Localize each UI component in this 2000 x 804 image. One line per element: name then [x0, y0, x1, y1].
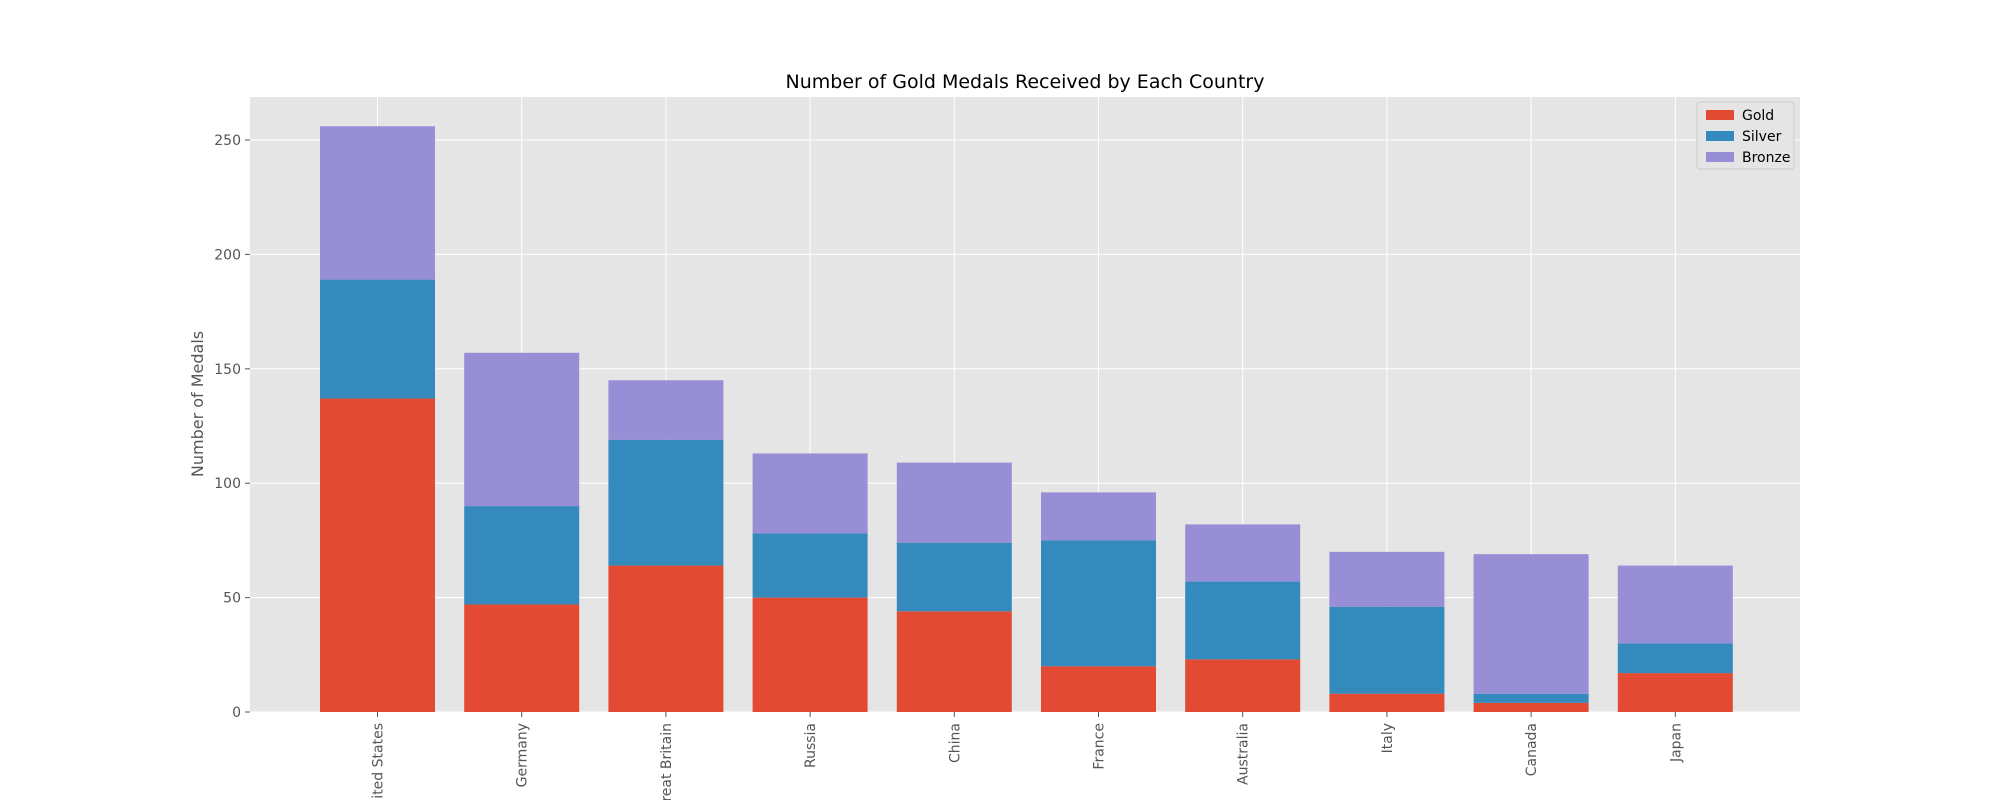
bar-gold: [1473, 702, 1589, 712]
bar-silver: [320, 279, 435, 399]
bar-bronze: [320, 126, 435, 280]
legend-label: Gold: [1742, 108, 1774, 124]
bar-silver: [1329, 606, 1445, 694]
x-tick-label: China: [947, 723, 963, 763]
bars: [320, 126, 1733, 712]
bar-gold: [1617, 673, 1733, 712]
bar-bronze: [1329, 551, 1445, 607]
y-axis-ticks: 0 50 100 150 200 250: [214, 133, 250, 721]
x-tick-label: Canada: [1524, 723, 1540, 776]
bar-bronze: [752, 453, 868, 534]
legend-swatch-gold: [1706, 110, 1734, 120]
bar-bronze: [1473, 554, 1589, 694]
bar-bronze: [464, 352, 580, 507]
y-tick-label: 200: [214, 247, 241, 263]
legend-label: Silver: [1742, 129, 1782, 145]
x-tick-label: France: [1092, 723, 1108, 770]
y-axis-label: Number of Medals: [188, 331, 207, 477]
x-tick-label: Russia: [803, 723, 819, 768]
bar-gold: [1185, 659, 1301, 712]
bar-gold: [1329, 693, 1445, 712]
x-tick-label: Japan: [1668, 723, 1684, 763]
bar-gold: [320, 398, 435, 712]
legend: Gold Silver Bronze: [1696, 101, 1795, 170]
bar-silver: [1473, 693, 1589, 703]
bar-gold: [896, 611, 1012, 712]
x-tick-label: Germany: [515, 723, 531, 787]
bar-silver: [752, 533, 868, 598]
bar-bronze: [1041, 492, 1156, 541]
y-tick-label: 250: [214, 133, 241, 149]
x-tick-label: Great Britain: [659, 723, 675, 800]
bar-gold: [464, 604, 580, 712]
legend-label: Bronze: [1742, 150, 1790, 166]
y-tick-label: 0: [232, 705, 241, 721]
x-tick-label: United States: [371, 723, 387, 800]
legend-swatch-bronze: [1706, 152, 1734, 162]
bar-silver: [896, 542, 1012, 612]
bar-bronze: [1185, 524, 1301, 582]
bar-bronze: [896, 462, 1012, 543]
bar-silver: [608, 439, 724, 566]
bar-gold: [1041, 666, 1156, 712]
bar-silver: [1185, 581, 1301, 660]
bar-bronze: [608, 380, 724, 440]
bar-silver: [1617, 643, 1733, 674]
y-tick-label: 150: [214, 362, 241, 378]
bar-gold: [752, 597, 868, 712]
bar-bronze: [1617, 565, 1733, 644]
y-tick-label: 50: [223, 591, 241, 607]
x-axis-ticks: United States Germany Great Britain Russia C…: [371, 712, 1684, 804]
x-tick-label: Australia: [1236, 723, 1252, 785]
legend-swatch-silver: [1706, 131, 1734, 141]
y-tick-label: 100: [214, 476, 241, 492]
bar-gold: [608, 565, 724, 712]
bar-silver: [464, 506, 580, 605]
chart-title: Number of Gold Medals Received by Each C…: [786, 71, 1265, 93]
x-tick-label: Italy: [1380, 723, 1396, 753]
bar-silver: [1041, 540, 1156, 667]
